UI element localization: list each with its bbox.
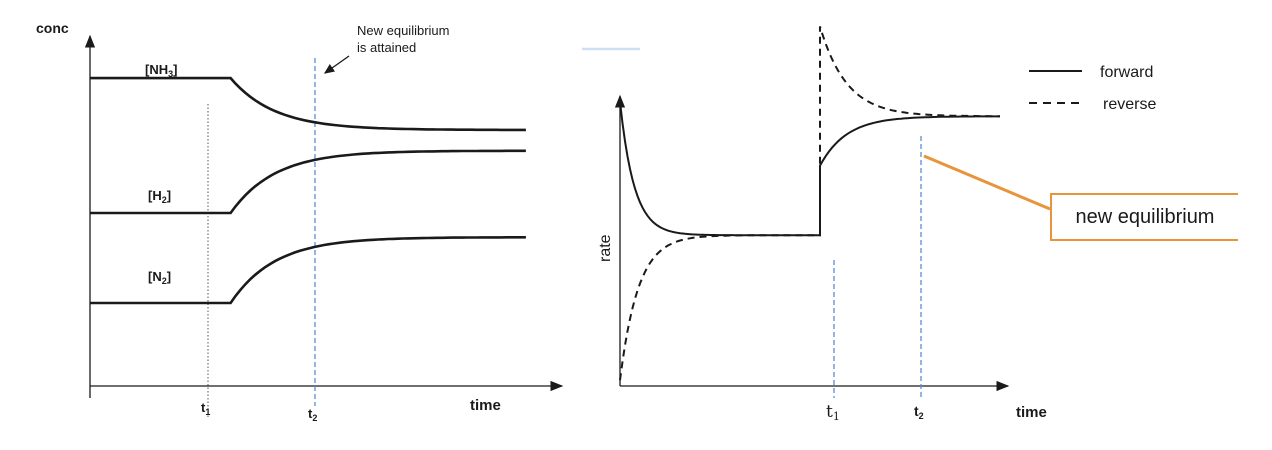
rate-tick-t1: t1 [826, 402, 840, 423]
rate-y-axis-label: rate [597, 234, 614, 262]
rate-legend: forward reverse [1029, 64, 1156, 113]
h2-label: [H2] [148, 188, 171, 205]
rate-x-axis-label: time [1016, 404, 1047, 421]
annotation-line2: is attained [357, 40, 416, 55]
conc-y-axis-label: conc [36, 20, 69, 36]
callout-pointer [923, 154, 1051, 211]
rate-tick-t2: t2 [914, 403, 924, 421]
reverse-curve [619, 26, 1000, 381]
conc-tick-t1: t1 [201, 400, 210, 417]
n2-label: [N2] [148, 269, 171, 286]
legend-forward-label: forward [1100, 64, 1153, 81]
forward-curve [619, 101, 1000, 237]
n2-curve [90, 236, 526, 305]
new-equilibrium-callout: new equilibrium [1050, 193, 1238, 241]
annotation-arrow [323, 55, 350, 74]
legend-reverse-label: reverse [1103, 96, 1156, 113]
conc-chart: conc time t1 t2 [NH3] [H2] [N2] New equi… [36, 20, 564, 423]
conc-x-axis-label: time [470, 397, 501, 414]
annotation-line1: New equilibrium [357, 23, 449, 38]
conc-tick-t2: t2 [308, 406, 317, 423]
h2-curve [90, 149, 526, 215]
nh3-curve [90, 76, 526, 132]
nh3-label: [NH3] [145, 62, 177, 79]
rate-chart: rate time t1 t2 forward reverse [597, 26, 1156, 423]
